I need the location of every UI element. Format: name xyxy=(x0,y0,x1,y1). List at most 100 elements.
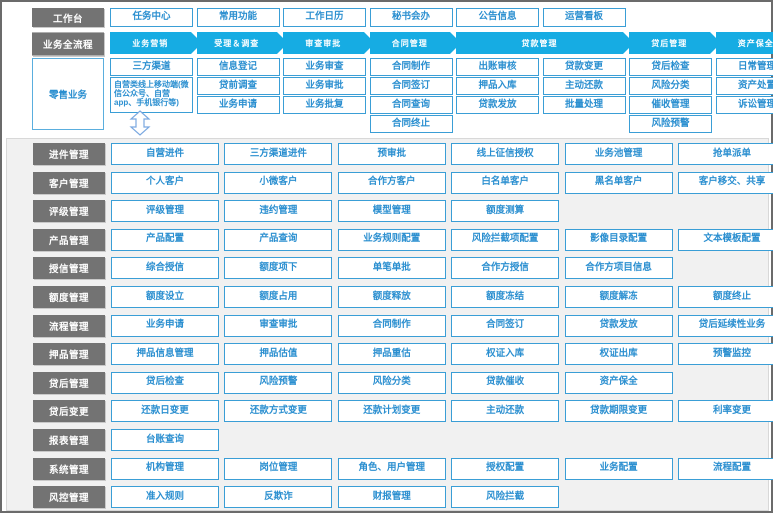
module-item[interactable]: 业务配置 xyxy=(564,457,673,480)
flow-stage[interactable]: 受理＆调查 xyxy=(196,32,288,54)
module-item[interactable]: 贷后检查 xyxy=(111,371,219,394)
module-item[interactable]: 合同签订 xyxy=(451,314,560,337)
module-item[interactable]: 财报管理 xyxy=(337,486,446,509)
retail-item[interactable]: 合同查询 xyxy=(369,96,453,114)
flow-stage[interactable]: 合同管理 xyxy=(369,32,461,54)
module-item[interactable]: 主动还款 xyxy=(451,400,560,423)
module-item[interactable]: 额度项下 xyxy=(224,257,333,280)
retail-item[interactable]: 合同制作 xyxy=(369,58,453,76)
module-item[interactable]: 准入规则 xyxy=(111,486,219,509)
module-item[interactable]: 违约管理 xyxy=(224,200,333,223)
module-item[interactable]: 还款计划变更 xyxy=(337,400,446,423)
module-item[interactable]: 三方渠道进件 xyxy=(224,143,333,165)
module-item[interactable]: 文本模板配置 xyxy=(678,228,773,251)
module-item[interactable]: 授权配置 xyxy=(451,457,560,480)
retail-item[interactable]: 批量处理 xyxy=(542,96,626,114)
retail-item[interactable]: 日常管理 xyxy=(715,58,773,76)
retail-item[interactable]: 业务审查 xyxy=(283,58,366,76)
module-item[interactable]: 评级管理 xyxy=(111,200,219,223)
retail-item[interactable]: 押品入库 xyxy=(456,77,539,95)
module-item[interactable]: 业务规则配置 xyxy=(337,228,446,251)
module-item[interactable]: 风险拦截项配置 xyxy=(451,228,560,251)
module-item[interactable]: 影像目录配置 xyxy=(564,228,673,251)
module-item[interactable]: 合作方项目信息 xyxy=(564,257,673,280)
module-item[interactable]: 小微客户 xyxy=(224,171,333,194)
module-item[interactable]: 产品配置 xyxy=(111,228,219,251)
module-item[interactable]: 贷后延续性业务 xyxy=(678,314,773,337)
retail-item[interactable]: 三方渠道 xyxy=(110,58,193,76)
module-item[interactable]: 贷款催收 xyxy=(451,371,560,394)
module-item[interactable]: 角色、用户管理 xyxy=(337,457,446,480)
retail-item[interactable]: 催收管理 xyxy=(629,96,712,114)
module-item[interactable]: 个人客户 xyxy=(111,171,219,194)
module-item[interactable]: 押品重估 xyxy=(337,343,446,366)
module-item[interactable]: 模型管理 xyxy=(337,200,446,223)
module-item[interactable]: 权证出库 xyxy=(564,343,673,366)
module-item[interactable]: 合同制作 xyxy=(337,314,446,337)
module-item[interactable]: 额度占用 xyxy=(224,286,333,308)
module-item[interactable]: 审查审批 xyxy=(224,314,333,337)
flow-stage[interactable]: 业务营销 xyxy=(110,32,201,54)
module-item[interactable]: 预审批 xyxy=(337,143,446,165)
workbench-item[interactable]: 任务中心 xyxy=(110,8,193,27)
module-item[interactable]: 业务申请 xyxy=(111,314,219,337)
module-item[interactable]: 额度终止 xyxy=(678,286,773,308)
flow-stage[interactable]: 贷款管理 xyxy=(456,32,634,54)
module-item[interactable]: 台账查询 xyxy=(111,429,219,451)
module-item[interactable]: 额度解冻 xyxy=(564,286,673,308)
flow-stage[interactable]: 资产保全 xyxy=(715,32,773,54)
retail-item[interactable]: 风险分类 xyxy=(629,77,712,95)
module-item[interactable]: 机构管理 xyxy=(111,457,219,480)
module-item[interactable]: 资产保全 xyxy=(564,371,673,394)
retail-item[interactable]: 资产处置 xyxy=(715,77,773,95)
retail-item[interactable]: 自营类线上移动端(微信公众号、自营app、手机银行等) xyxy=(110,77,193,113)
module-item[interactable]: 合作方授信 xyxy=(451,257,560,280)
module-item[interactable]: 押品信息管理 xyxy=(111,343,219,366)
module-item[interactable]: 线上征信授权 xyxy=(451,143,560,165)
flow-stage[interactable]: 贷后管理 xyxy=(629,32,720,54)
retail-item[interactable]: 贷款变更 xyxy=(542,58,626,76)
retail-item[interactable]: 贷款发放 xyxy=(456,96,539,114)
retail-item[interactable]: 信息登记 xyxy=(196,58,280,76)
module-item[interactable]: 抢单派单 xyxy=(678,143,773,165)
retail-item[interactable]: 合同签订 xyxy=(369,77,453,95)
module-item[interactable]: 利率变更 xyxy=(678,400,773,423)
workbench-item[interactable]: 运营看板 xyxy=(542,8,626,27)
retail-item[interactable]: 业务审批 xyxy=(283,77,366,95)
retail-item[interactable]: 贷后检查 xyxy=(629,58,712,76)
flow-stage[interactable]: 审查审批 xyxy=(283,32,374,54)
workbench-item[interactable]: 工作日历 xyxy=(283,8,366,27)
retail-item[interactable]: 主动还款 xyxy=(542,77,626,95)
module-item[interactable]: 反欺诈 xyxy=(224,486,333,509)
retail-item[interactable]: 贷前调查 xyxy=(196,77,280,95)
module-item[interactable]: 风险预警 xyxy=(224,371,333,394)
workbench-item[interactable]: 公告信息 xyxy=(456,8,539,27)
workbench-item[interactable]: 常用功能 xyxy=(196,8,280,27)
module-item[interactable]: 预警监控 xyxy=(678,343,773,366)
module-item[interactable]: 流程配置 xyxy=(678,457,773,480)
module-item[interactable]: 岗位管理 xyxy=(224,457,333,480)
module-item[interactable]: 黑名单客户 xyxy=(564,171,673,194)
retail-item[interactable]: 合同终止 xyxy=(369,115,453,133)
module-item[interactable]: 客户移交、共享 xyxy=(678,171,773,194)
module-item[interactable]: 还款方式变更 xyxy=(224,400,333,423)
module-item[interactable]: 合作方客户 xyxy=(337,171,446,194)
module-item[interactable]: 贷款期限变更 xyxy=(564,400,673,423)
module-item[interactable]: 权证入库 xyxy=(451,343,560,366)
module-item[interactable]: 额度测算 xyxy=(451,200,560,223)
module-item[interactable]: 白名单客户 xyxy=(451,171,560,194)
module-item[interactable]: 额度设立 xyxy=(111,286,219,308)
module-item[interactable]: 业务池管理 xyxy=(564,143,673,165)
module-item[interactable]: 综合授信 xyxy=(111,257,219,280)
module-item[interactable]: 额度冻结 xyxy=(451,286,560,308)
retail-item[interactable]: 诉讼管理 xyxy=(715,96,773,114)
module-item[interactable]: 额度释放 xyxy=(337,286,446,308)
module-item[interactable]: 贷款发放 xyxy=(564,314,673,337)
module-item[interactable]: 风险分类 xyxy=(337,371,446,394)
retail-item[interactable]: 出账审核 xyxy=(456,58,539,76)
module-item[interactable]: 押品估值 xyxy=(224,343,333,366)
retail-item[interactable]: 风险预警 xyxy=(629,115,712,133)
module-item[interactable]: 风险拦截 xyxy=(451,486,560,509)
retail-item[interactable]: 业务申请 xyxy=(196,96,280,114)
module-item[interactable]: 产品查询 xyxy=(224,228,333,251)
